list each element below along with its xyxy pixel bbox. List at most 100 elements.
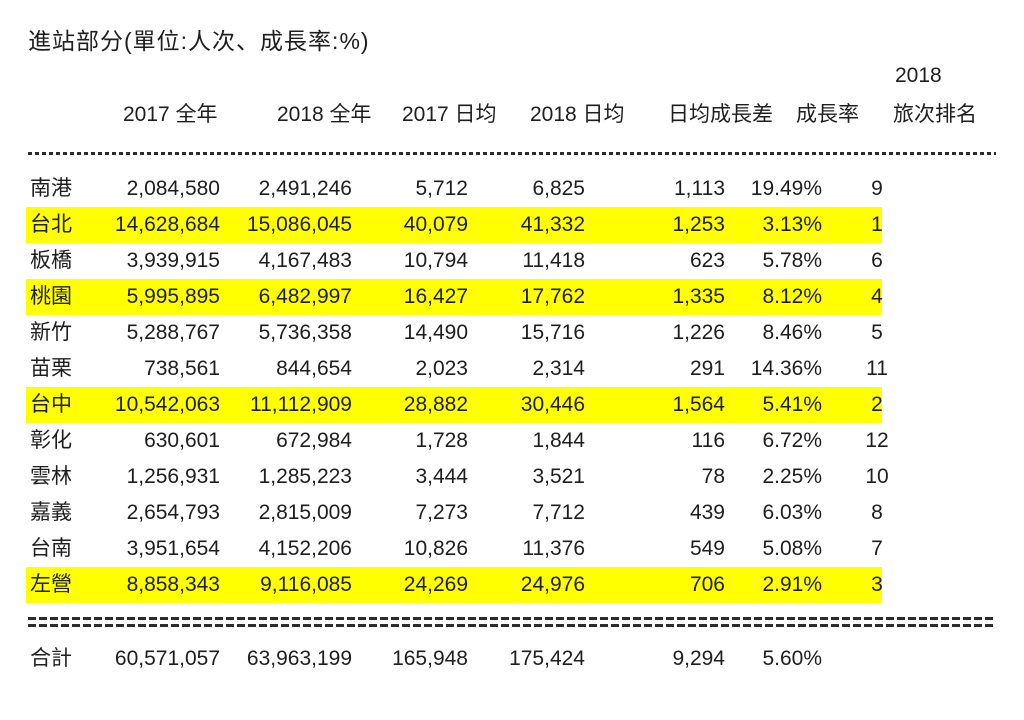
cell-daily-diff: 1,335 (672, 285, 725, 308)
cell-daily-diff: 706 (689, 573, 725, 596)
cell-2017-daily: 3,444 (415, 465, 468, 488)
cell-2018-daily: 3,521 (532, 465, 585, 488)
cell-2018-daily: 11,376 (522, 537, 585, 560)
cell-2018-total: 15,086,045 (246, 213, 352, 236)
cell-daily-diff: 78 (701, 465, 725, 488)
cell-growth-rate: 2.91% (762, 573, 822, 596)
cell-2017-daily: 28,882 (403, 393, 468, 416)
station-name: 板橋 (30, 249, 72, 272)
cell-2018-daily: 6,825 (532, 177, 585, 200)
cell-daily-diff: 1,564 (672, 393, 725, 416)
cell-2017-total: 1,256,931 (126, 465, 220, 488)
cell-growth-rate: 8.46% (762, 321, 822, 344)
cell-growth-rate: 3.13% (762, 213, 822, 236)
total-growth-rate: 5.60% (762, 647, 822, 670)
table-row: 左營 8,858,343 9,116,085 24,269 24,976 706… (0, 567, 1024, 603)
cell-trip-rank: 8 (871, 501, 883, 524)
cell-growth-rate: 14.36% (750, 357, 822, 380)
table-row: 板橋 3,939,915 4,167,483 10,794 11,418 623… (0, 243, 1024, 279)
cell-2017-daily: 2,023 (415, 357, 468, 380)
station-name: 苗栗 (30, 357, 72, 380)
total-daily-diff: 9,294 (672, 647, 725, 670)
column-header-daily-diff: 日均成長差 (668, 103, 773, 126)
row-highlight-band (26, 207, 882, 243)
cell-2017-daily: 5,712 (415, 177, 468, 200)
cell-2017-total: 3,939,915 (126, 249, 220, 272)
station-name: 南港 (30, 177, 72, 200)
cell-2017-daily: 24,269 (403, 573, 468, 596)
table-header-row: 2017 全年 2018 全年 2017 日均 2018 日均 日均成長差 成長… (0, 100, 1024, 130)
cell-2017-daily: 10,826 (403, 537, 468, 560)
cell-2018-total: 5,736,358 (258, 321, 352, 344)
cell-2018-daily: 24,976 (520, 573, 585, 596)
cell-trip-rank: 5 (871, 321, 883, 344)
cell-daily-diff: 549 (689, 537, 725, 560)
cell-growth-rate: 5.41% (762, 393, 822, 416)
cell-2018-daily: 17,762 (520, 285, 585, 308)
station-name: 新竹 (30, 321, 72, 344)
table-row: 南港 2,084,580 2,491,246 5,712 6,825 1,113… (0, 171, 1024, 207)
cell-daily-diff: 116 (691, 429, 725, 452)
cell-2018-total: 9,116,085 (260, 573, 352, 596)
cell-2018-total: 4,167,483 (258, 249, 352, 272)
station-name: 台南 (30, 537, 72, 560)
rank-column-year-header: 2018 (895, 64, 942, 87)
total-2018-total: 63,963,199 (246, 647, 352, 670)
table-row: 苗栗 738,561 844,654 2,023 2,314 291 14.36… (0, 351, 1024, 387)
cell-2017-daily: 40,079 (403, 213, 468, 236)
station-name: 台中 (30, 393, 72, 416)
row-highlight-band (26, 279, 882, 315)
cell-trip-rank: 1 (871, 213, 883, 236)
column-header-2018-total: 2018 全年 (277, 103, 372, 126)
station-name: 彰化 (30, 429, 72, 452)
cell-2017-daily: 16,427 (403, 285, 468, 308)
table-row: 台中 10,542,063 11,112,909 28,882 30,446 1… (0, 387, 1024, 423)
table-row: 嘉義 2,654,793 2,815,009 7,273 7,712 439 6… (0, 495, 1024, 531)
cell-trip-rank: 7 (871, 537, 883, 560)
table-row: 台北 14,628,684 15,086,045 40,079 41,332 1… (0, 207, 1024, 243)
cell-daily-diff: 623 (689, 249, 725, 272)
cell-2017-total: 5,995,895 (126, 285, 220, 308)
double-line-separator (28, 617, 996, 628)
total-2017-daily: 165,948 (392, 647, 468, 670)
cell-daily-diff: 1,226 (672, 321, 725, 344)
cell-2017-total: 3,951,654 (126, 537, 220, 560)
cell-2018-total: 1,285,223 (258, 465, 352, 488)
table-body: 南港 2,084,580 2,491,246 5,712 6,825 1,113… (0, 171, 1024, 603)
column-header-2018-daily: 2018 日均 (530, 103, 625, 126)
table-row: 雲林 1,256,931 1,285,223 3,444 3,521 78 2.… (0, 459, 1024, 495)
cell-2017-daily: 7,273 (415, 501, 468, 524)
total-row: 合計 60,571,057 63,963,199 165,948 175,424… (0, 641, 1024, 677)
cell-2017-daily: 14,490 (403, 321, 468, 344)
cell-growth-rate: 19.49% (750, 177, 822, 200)
dashed-separator (28, 152, 996, 155)
row-highlight-band (26, 387, 882, 423)
cell-growth-rate: 6.72% (762, 429, 822, 452)
cell-growth-rate: 8.12% (762, 285, 822, 308)
column-header-2017-total: 2017 全年 (123, 103, 218, 126)
cell-growth-rate: 5.08% (762, 537, 822, 560)
cell-2017-total: 2,654,793 (126, 501, 220, 524)
column-header-trip-rank: 旅次排名 (893, 103, 977, 126)
cell-2018-total: 672,984 (276, 429, 352, 452)
table-row: 台南 3,951,654 4,152,206 10,826 11,376 549… (0, 531, 1024, 567)
cell-2018-daily: 30,446 (520, 393, 585, 416)
cell-2017-daily: 1,728 (415, 429, 468, 452)
cell-2017-total: 630,601 (144, 429, 220, 452)
cell-2018-daily: 11,418 (522, 249, 585, 272)
cell-2017-total: 738,561 (144, 357, 220, 380)
station-name: 台北 (30, 213, 72, 236)
row-highlight-band (26, 567, 882, 603)
cell-2018-total: 11,112,909 (250, 393, 352, 416)
cell-trip-rank: 11 (866, 357, 888, 380)
cell-2017-daily: 10,794 (403, 249, 468, 272)
cell-daily-diff: 291 (689, 357, 725, 380)
cell-growth-rate: 2.25% (762, 465, 822, 488)
cell-2017-total: 10,542,063 (114, 393, 220, 416)
cell-2018-daily: 7,712 (532, 501, 585, 524)
cell-2018-daily: 2,314 (532, 357, 585, 380)
cell-2018-total: 6,482,997 (258, 285, 352, 308)
cell-2018-daily: 41,332 (520, 213, 585, 236)
cell-trip-rank: 6 (871, 249, 883, 272)
